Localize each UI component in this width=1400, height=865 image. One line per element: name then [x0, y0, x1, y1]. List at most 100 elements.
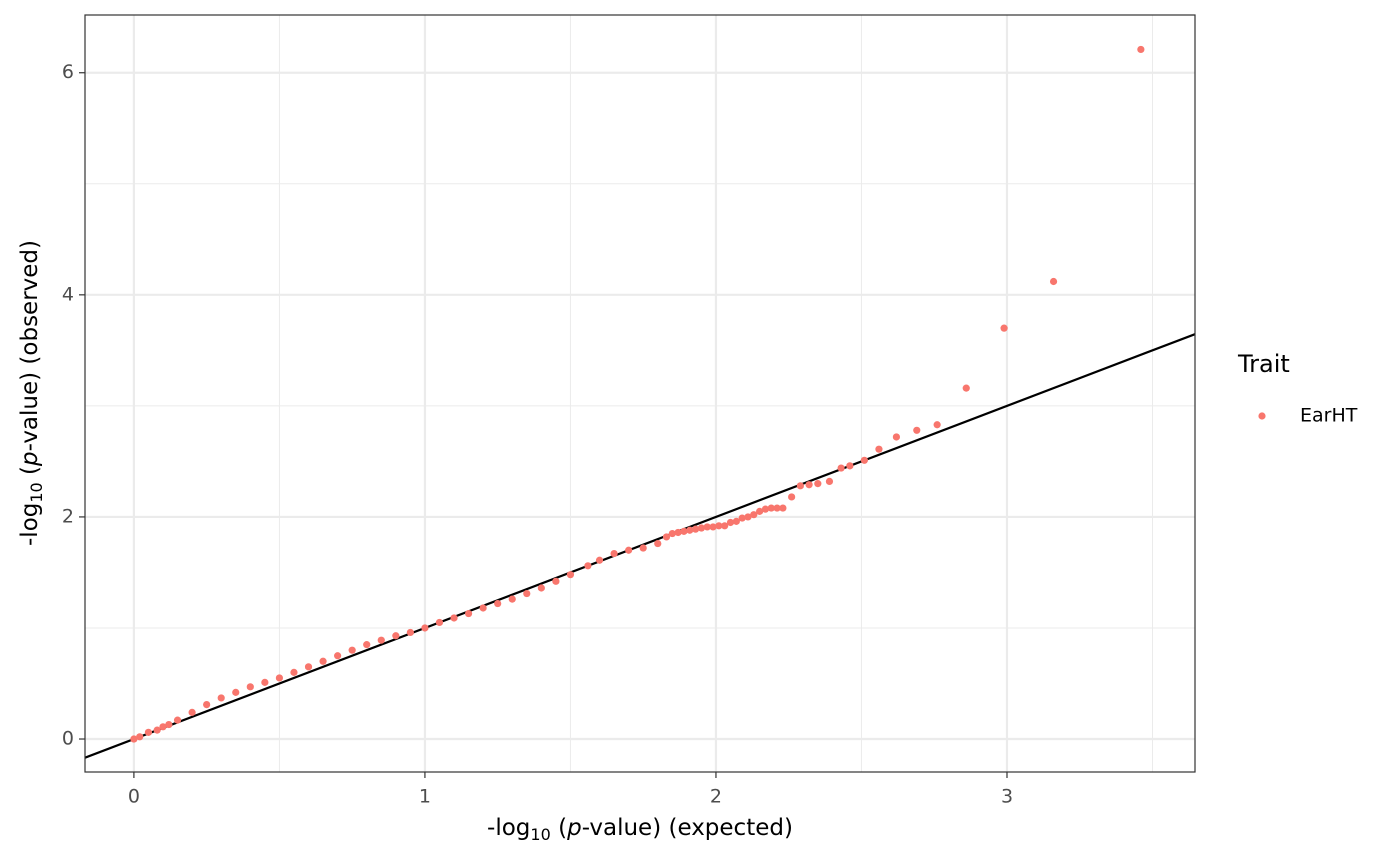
point: [188, 708, 196, 716]
point: [814, 480, 822, 488]
point: [566, 571, 575, 579]
axis-title-part: 10: [530, 825, 550, 844]
grid: [85, 15, 1195, 772]
point: [290, 668, 298, 676]
point: [1000, 324, 1008, 332]
panel-border: [84, 14, 1196, 773]
point: [406, 628, 414, 637]
point: [750, 511, 758, 519]
point: [860, 456, 868, 464]
point: [726, 518, 735, 527]
point: [435, 618, 444, 627]
point: [348, 646, 356, 654]
point: [450, 614, 458, 622]
point: [130, 735, 138, 743]
point: [165, 720, 173, 729]
point: [144, 728, 153, 736]
point: [738, 514, 746, 522]
point: [203, 700, 211, 709]
point: [494, 599, 502, 608]
x-tick-label: 0: [128, 786, 140, 808]
point: [421, 624, 429, 632]
point: [846, 462, 854, 470]
y-tick-label: 6: [62, 61, 74, 83]
point: [715, 522, 723, 530]
point: [732, 517, 740, 525]
axis-title-part: 10: [27, 482, 46, 502]
point: [674, 528, 682, 537]
y-tick-label: 2: [62, 505, 74, 527]
point: [479, 604, 487, 612]
point: [756, 507, 764, 515]
point: [825, 477, 834, 485]
point: [639, 544, 647, 552]
point: [584, 562, 592, 570]
point: [686, 526, 694, 534]
point: [744, 513, 752, 521]
point: [1137, 45, 1145, 54]
point: [703, 523, 711, 531]
point: [595, 556, 604, 564]
axis-title-part: -log: [487, 815, 530, 841]
point: [319, 657, 327, 665]
point: [875, 445, 883, 453]
point: [232, 688, 240, 696]
point: [217, 694, 225, 702]
point: [680, 527, 688, 535]
point: [697, 524, 706, 532]
point: [377, 636, 385, 644]
reference-line: [85, 333, 1195, 759]
point: [962, 384, 970, 392]
point: [779, 504, 787, 512]
point: [392, 632, 400, 640]
point: [363, 641, 371, 649]
point: [668, 529, 676, 538]
point: [654, 539, 662, 548]
point: [552, 577, 560, 585]
point: [721, 522, 729, 530]
point: [796, 482, 804, 490]
point: [913, 426, 921, 434]
axis-title-part: -log: [17, 503, 43, 546]
point: [275, 674, 284, 682]
point: [691, 525, 700, 533]
point: [159, 723, 167, 731]
x-tick-label: 3: [1001, 786, 1013, 808]
x-axis-title: -log10 (p-value) (expected): [487, 815, 793, 844]
point: [334, 652, 342, 660]
point: [767, 504, 775, 512]
legend-label: EarHT: [1300, 405, 1358, 427]
axis-title-part: (: [17, 466, 43, 482]
x-tick-label: 2: [710, 786, 722, 808]
point: [261, 678, 269, 686]
y-tick-label: 4: [62, 283, 74, 305]
axis-title-part: p: [566, 815, 582, 841]
point: [153, 726, 161, 734]
point: [173, 716, 182, 724]
axis-title-part: -value) (observed): [17, 240, 43, 451]
point: [788, 493, 796, 501]
point: [464, 609, 473, 618]
plot-area: [85, 45, 1195, 759]
point: [837, 464, 845, 472]
axis-title-part: -value) (expected): [582, 815, 793, 841]
point: [709, 523, 717, 531]
axis-title-part: (: [551, 815, 567, 841]
point: [805, 481, 813, 489]
point: [625, 546, 633, 554]
point: [610, 549, 618, 558]
y-tick-label: 0: [62, 728, 74, 750]
point: [1049, 277, 1058, 286]
point: [892, 433, 901, 441]
point: [773, 504, 781, 512]
point: [136, 733, 144, 741]
x-tick-label: 1: [419, 786, 431, 808]
point: [761, 505, 770, 513]
point: [933, 421, 941, 429]
legend-swatch: [1258, 412, 1266, 420]
axis-title-part: p: [17, 451, 43, 467]
point: [662, 533, 671, 541]
